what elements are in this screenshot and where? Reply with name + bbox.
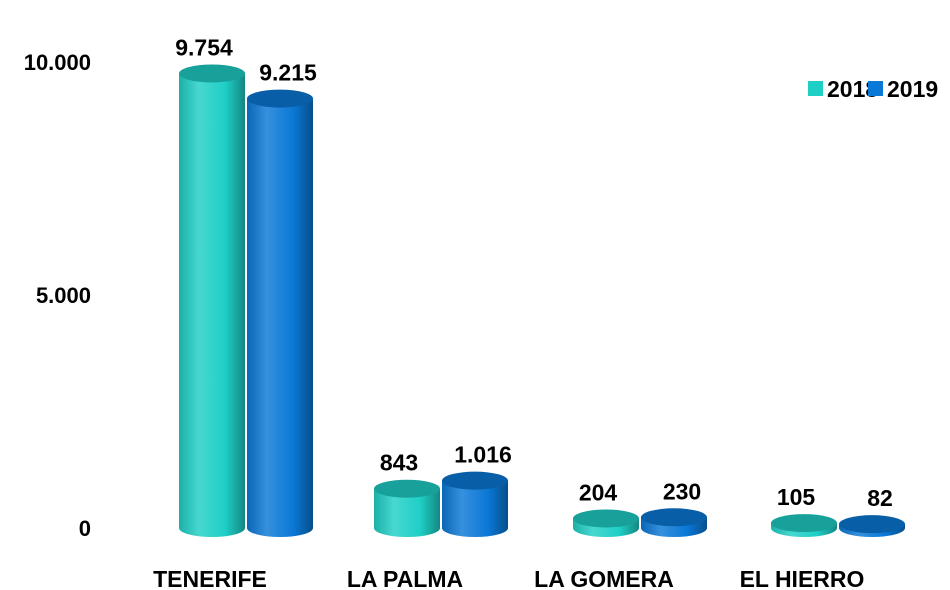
bar [771, 514, 837, 537]
bar-top [247, 89, 313, 108]
x-axis: TENERIFE LA PALMA LA GOMERA EL HIERRO [153, 566, 864, 590]
data-label: 843 [380, 450, 418, 476]
bar [442, 471, 508, 537]
bar [641, 508, 707, 537]
legend-item: 2018 [808, 76, 878, 102]
data-label: 9.215 [259, 60, 317, 86]
data-label: 230 [663, 478, 701, 504]
bar-top [179, 64, 245, 83]
bar-top [771, 514, 837, 533]
y-tick-label: 5.000 [36, 283, 91, 308]
legend-item: 2019 [868, 76, 938, 102]
legend: 2018 2019 [808, 76, 938, 102]
bar-top [442, 471, 508, 490]
legend-label: 2019 [887, 76, 938, 102]
bar-body [374, 488, 440, 537]
bar-top [573, 509, 639, 528]
bar-group: 105 82 [771, 484, 905, 537]
bar-body [247, 98, 313, 538]
x-tick-label: LA GOMERA [534, 566, 674, 590]
data-label: 9.754 [175, 34, 233, 60]
y-tick-label: 0 [79, 516, 91, 541]
legend-swatch [808, 81, 823, 96]
bar-group: 9.754 9.215 [175, 34, 317, 538]
bar-body [179, 73, 245, 538]
bar [247, 89, 313, 538]
bar-top [839, 515, 905, 534]
bar-group: 843 1.016 [374, 442, 512, 537]
bar-top [374, 479, 440, 498]
data-label: 1.016 [454, 442, 512, 468]
bar [839, 515, 905, 537]
x-tick-label: LA PALMA [347, 566, 463, 590]
y-axis: 0 5.000 10.000 [24, 50, 91, 541]
data-label: 204 [579, 479, 618, 505]
y-tick-label: 10.000 [24, 50, 91, 75]
bar-top [641, 508, 707, 527]
bar-group: 204 230 [573, 478, 707, 537]
legend-swatch [868, 81, 883, 96]
x-tick-label: TENERIFE [153, 566, 267, 590]
bar [179, 64, 245, 538]
data-label: 105 [777, 484, 816, 510]
plot-area: 9.754 9.215 843 1.016 204 230 105 82 [175, 34, 905, 538]
bar [374, 479, 440, 537]
bar-body [442, 480, 508, 537]
bar [573, 509, 639, 537]
data-label: 82 [867, 485, 893, 511]
x-tick-label: EL HIERRO [740, 566, 865, 590]
